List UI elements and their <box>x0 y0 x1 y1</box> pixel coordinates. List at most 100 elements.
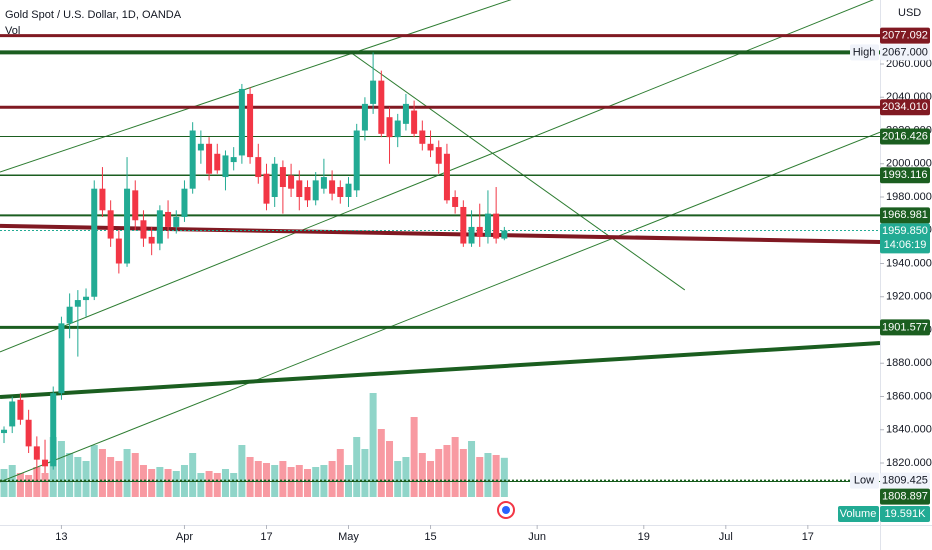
volume-bar <box>33 467 41 497</box>
candle-body <box>476 226 483 237</box>
volume-bar <box>41 473 49 497</box>
volume-bar <box>328 461 336 497</box>
volume-bar <box>435 449 443 497</box>
volume-bar <box>25 475 33 497</box>
y-tick-label: 2060.000 <box>886 58 932 70</box>
price-badge <box>880 472 930 489</box>
candle-body <box>468 226 475 244</box>
volume-bar <box>492 455 500 497</box>
price-badge-label: 2034.010 <box>882 101 928 113</box>
candle-body <box>279 167 286 188</box>
volume-bar <box>246 457 254 497</box>
x-tick-label: Apr <box>176 531 193 543</box>
trend-line <box>0 340 880 399</box>
candle-body <box>148 236 155 244</box>
price-badge-label: 1809.425 <box>882 474 928 486</box>
candle-body <box>255 157 262 178</box>
price-badge <box>880 488 930 505</box>
candle-body <box>452 196 459 207</box>
price-badge-label: 1808.897 <box>882 490 928 502</box>
volume-bar <box>98 449 106 497</box>
candle-body <box>107 210 114 239</box>
candle-body <box>361 103 368 131</box>
volume-bar <box>410 417 418 497</box>
candle-body <box>337 187 344 197</box>
volume-name-badge <box>838 506 879 522</box>
candle-body <box>132 190 139 221</box>
tag-badge <box>850 44 879 61</box>
candle-body <box>156 210 163 244</box>
volume-bar <box>221 469 229 497</box>
volume-bar <box>353 437 361 497</box>
price-badge <box>880 44 930 61</box>
volume-bar <box>107 457 115 497</box>
volume-bar <box>459 449 467 497</box>
price-badge <box>880 319 930 336</box>
volume-bar <box>443 445 451 497</box>
price-badge <box>880 99 930 116</box>
candle-body <box>394 120 401 138</box>
y-tick-label: 1820.000 <box>886 457 932 469</box>
y-tick-label: 1880.000 <box>886 357 932 369</box>
y-tick-label: 1860.000 <box>886 390 932 402</box>
trend-line <box>0 223 880 245</box>
candle-body <box>329 180 336 194</box>
volume-value-badge <box>880 506 930 522</box>
price-badge-label: 2016.426 <box>882 130 928 142</box>
price-badge <box>880 167 930 184</box>
volume-bar <box>336 449 344 497</box>
candle-body <box>435 147 442 164</box>
volume-bar <box>377 429 385 497</box>
volume-bar <box>361 449 369 497</box>
volume-bar <box>287 467 295 497</box>
candle-body <box>370 80 377 104</box>
volume-bar <box>123 449 131 497</box>
volume-bar <box>303 469 311 497</box>
y-tick-label: 1840.000 <box>886 424 932 436</box>
x-tick-label: 15 <box>424 531 436 543</box>
volume-bar <box>16 473 24 497</box>
candle-body <box>238 88 245 156</box>
candle-body <box>25 419 32 447</box>
candle-body <box>247 93 254 158</box>
volume-bar <box>238 445 246 497</box>
candle-body <box>181 188 188 217</box>
candle-body <box>91 188 98 297</box>
price-badge-label: 2077.092 <box>882 29 928 41</box>
candle-body <box>501 230 508 239</box>
candle-body <box>66 306 73 324</box>
candle-body <box>206 143 213 174</box>
candle-body <box>304 187 311 201</box>
volume-value: 19.591K <box>885 508 927 520</box>
chart-title: Gold Spot / U.S. Dollar, 1D, OANDA <box>5 9 182 21</box>
volume-bar <box>115 461 123 497</box>
candle-body <box>460 206 467 244</box>
candle-body <box>386 117 393 138</box>
price-badge <box>880 207 930 224</box>
volume-bar <box>82 461 90 497</box>
overlay: 1820.0001840.0001860.0001880.0001900.000… <box>55 27 932 543</box>
candle-body <box>189 130 196 189</box>
trend-line <box>0 131 880 483</box>
volume-bar <box>262 463 270 497</box>
volume-bar <box>394 461 402 497</box>
trend-line <box>0 0 512 173</box>
x-tick-label: Jul <box>719 531 733 543</box>
candle-body <box>140 220 147 239</box>
candle-body <box>197 143 204 151</box>
candle-body <box>165 211 172 227</box>
candle-body <box>33 446 40 460</box>
candle-body <box>419 130 426 144</box>
tag-badge <box>850 472 879 489</box>
candle-body <box>345 183 352 197</box>
candle-body <box>74 300 81 307</box>
price-badge <box>880 27 930 44</box>
candle-body <box>288 175 295 189</box>
volume-bar <box>205 471 213 497</box>
candle-body <box>312 180 319 201</box>
y-tick-label: 1940.000 <box>886 257 932 269</box>
volume-bar <box>254 461 262 497</box>
y-tick-label: 1920.000 <box>886 291 932 303</box>
